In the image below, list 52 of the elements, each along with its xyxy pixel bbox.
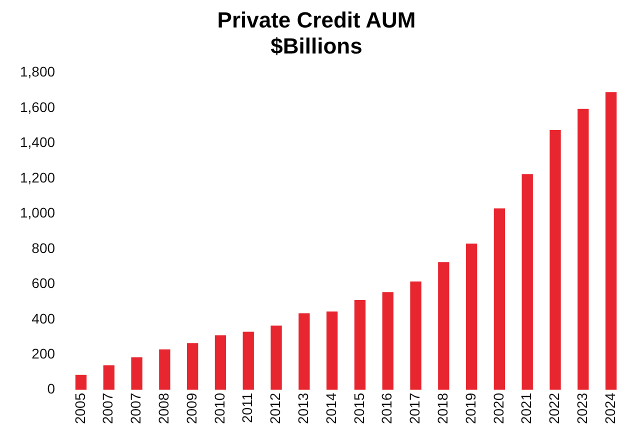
x-tick-label: 2007 (128, 392, 144, 424)
x-tick-label: 2021 (518, 392, 534, 424)
x-tick-label: 2005 (72, 392, 88, 424)
x-tick-label: 2007 (100, 392, 116, 424)
bar (494, 208, 506, 390)
x-tick-label: 2019 (462, 392, 478, 424)
bar (466, 244, 478, 390)
x-tick-label: 2010 (211, 392, 228, 424)
x-tick-label: 2012 (267, 392, 284, 424)
bar (103, 365, 114, 390)
x-tick-label: 2011 (239, 392, 256, 423)
bar (438, 262, 450, 390)
y-tick-label: 1,600 (20, 98, 56, 115)
chart-subtitle: $Billions (270, 34, 362, 59)
bar (522, 174, 533, 390)
bar (382, 292, 394, 390)
x-tick-label: 2009 (183, 392, 200, 424)
bar (298, 313, 310, 390)
bar (550, 130, 561, 390)
y-tick-label: 600 (32, 275, 56, 292)
x-tick-label: 2018 (434, 392, 451, 424)
y-tick-label: 1,000 (20, 204, 56, 221)
y-tick-label: 1,800 (20, 64, 56, 80)
x-tick-label: 2022 (546, 392, 562, 424)
bar (354, 300, 366, 390)
y-tick-label: 0 (47, 380, 56, 397)
x-tick-label: 2008 (156, 392, 172, 424)
bar (131, 357, 142, 390)
bar (605, 92, 617, 390)
bar (242, 332, 254, 390)
x-tick-label: 2015 (350, 392, 367, 424)
y-tick-label: 800 (32, 240, 56, 256)
bar (578, 108, 589, 390)
bar (270, 326, 282, 390)
bar (159, 349, 170, 390)
x-tick-label: 2020 (490, 392, 506, 424)
bar (186, 343, 198, 390)
bar (410, 282, 422, 390)
y-tick-label: 1,200 (20, 169, 56, 186)
x-tick-label: 2024 (602, 392, 618, 424)
y-tick-label: 400 (32, 310, 56, 326)
y-tick-label: 200 (32, 345, 56, 362)
x-tick-label: 2014 (322, 392, 339, 424)
bar (326, 311, 338, 390)
x-tick-label: 2017 (406, 392, 423, 424)
x-tick-label: 2016 (378, 392, 395, 424)
bar (75, 374, 87, 390)
bar (214, 335, 226, 390)
x-tick-label: 2013 (295, 392, 312, 424)
x-tick-label: 2023 (574, 392, 590, 424)
chart-title: Private Credit AUM (217, 7, 416, 32)
y-tick-label: 1,400 (20, 134, 56, 150)
